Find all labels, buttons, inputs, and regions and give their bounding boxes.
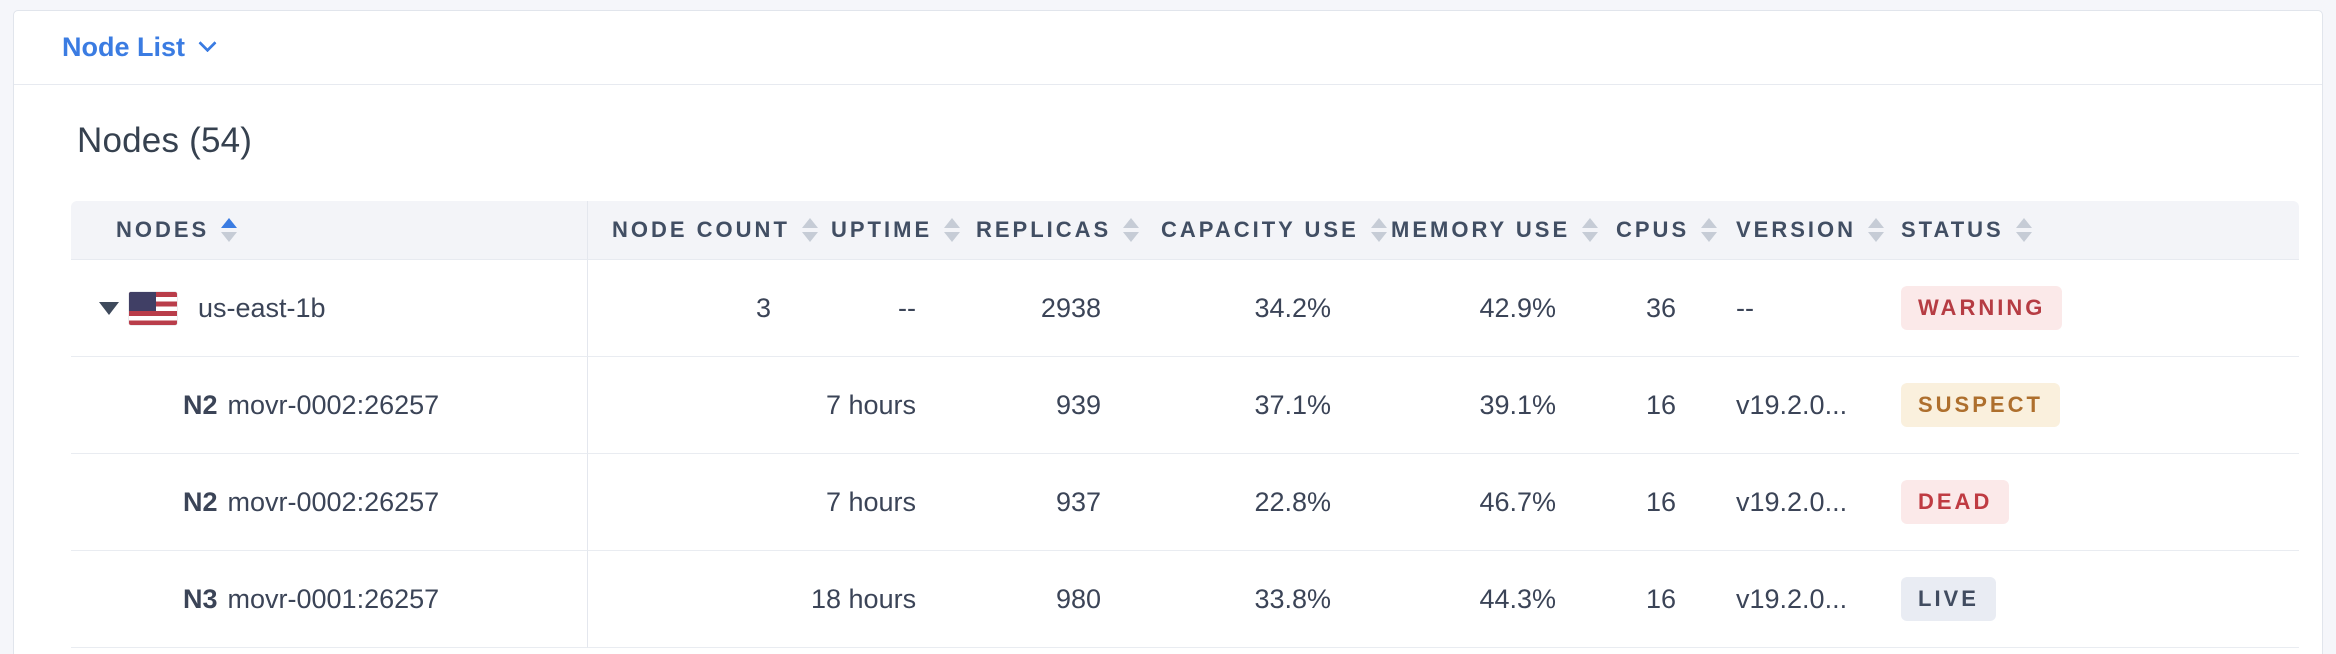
cell-version: -- xyxy=(1716,260,1891,357)
node-address: movr-0002:26257 xyxy=(227,486,440,517)
cell-capacity-use: 37.1% xyxy=(1141,357,1371,454)
cell-capacity-use: 33.8% xyxy=(1141,551,1371,648)
cell-uptime: -- xyxy=(811,260,956,357)
node-id: N2 xyxy=(183,389,218,420)
column-label: CAPACITY USE xyxy=(1161,217,1359,242)
column-header-cpus[interactable]: CPUS xyxy=(1596,201,1718,260)
table-header-row: NODES NODE COUNT UPTIME xyxy=(71,201,2299,260)
page-title: Nodes (54) xyxy=(77,121,253,160)
us-flag-icon xyxy=(129,291,177,325)
cell-version: v19.2.0... xyxy=(1716,357,1891,454)
cell-node-count: 3 xyxy=(588,260,811,357)
cell-cpus: 36 xyxy=(1596,260,1716,357)
node-list-card: Node List Nodes (54) NODES xyxy=(13,10,2323,654)
collapse-caret[interactable] xyxy=(89,301,129,315)
sort-icon xyxy=(1123,218,1140,242)
column-header-status[interactable]: STATUS xyxy=(1891,201,2299,260)
node-address: movr-0001:26257 xyxy=(227,583,440,614)
cell-memory-use: 44.3% xyxy=(1371,551,1596,648)
cell-capacity-use: 22.8% xyxy=(1141,454,1371,551)
column-label: NODES xyxy=(116,217,210,242)
sort-icon xyxy=(944,218,961,242)
node-row[interactable]: N3 movr-0001:26257 18 hours 980 33.8% 44… xyxy=(71,551,2299,648)
cell-memory-use: 42.9% xyxy=(1371,260,1596,357)
node-id: N3 xyxy=(183,583,218,614)
column-header-version[interactable]: VERSION xyxy=(1716,201,1891,260)
column-label: REPLICAS xyxy=(976,217,1112,242)
nodes-table: NODES NODE COUNT UPTIME xyxy=(71,201,2299,648)
content: Nodes (54) NODES NODE xyxy=(14,85,2322,648)
cell-uptime: 7 hours xyxy=(811,357,956,454)
cell-replicas: 980 xyxy=(956,551,1141,648)
sort-icon xyxy=(2015,218,2032,242)
column-label: CPUS xyxy=(1616,217,1690,242)
cell-memory-use: 46.7% xyxy=(1371,454,1596,551)
sort-icon xyxy=(1582,218,1599,242)
cell-capacity-use: 34.2% xyxy=(1141,260,1371,357)
cell-memory-use: 39.1% xyxy=(1371,357,1596,454)
column-header-replicas[interactable]: REPLICAS xyxy=(956,201,1141,260)
cell-node-count xyxy=(588,357,811,454)
cell-replicas: 939 xyxy=(956,357,1141,454)
column-header-memory-use[interactable]: MEMORY USE xyxy=(1371,201,1599,260)
cell-node-count xyxy=(588,551,811,648)
caret-down-icon xyxy=(99,301,119,315)
chevron-down-icon xyxy=(198,34,217,53)
cell-node-count xyxy=(588,454,811,551)
column-header-node-count[interactable]: NODE COUNT xyxy=(588,201,818,260)
region-row: us-east-1b 3 -- 2938 34.2% 42.9% 36 -- W… xyxy=(71,260,2299,357)
node-address: movr-0002:26257 xyxy=(227,389,440,420)
status-badge: WARNING xyxy=(1901,286,2063,330)
cell-cpus: 16 xyxy=(1596,454,1716,551)
column-header-uptime[interactable]: UPTIME xyxy=(811,201,961,260)
node-id: N2 xyxy=(183,486,218,517)
cell-uptime: 18 hours xyxy=(811,551,956,648)
node-row[interactable]: N2 movr-0002:26257 7 hours 939 37.1% 39.… xyxy=(71,357,2299,454)
cell-version: v19.2.0... xyxy=(1716,454,1891,551)
node-row[interactable]: N2 movr-0002:26257 7 hours 937 22.8% 46.… xyxy=(71,454,2299,551)
status-badge: LIVE xyxy=(1901,577,1996,621)
column-header-nodes[interactable]: NODES xyxy=(71,201,588,260)
topbar: Node List xyxy=(14,11,2322,85)
sort-icon xyxy=(1701,218,1718,242)
column-label: MEMORY USE xyxy=(1391,217,1571,242)
cell-uptime: 7 hours xyxy=(811,454,956,551)
region-name: us-east-1b xyxy=(198,292,326,323)
sort-icon xyxy=(801,218,818,242)
column-label: VERSION xyxy=(1736,217,1857,242)
sort-icon xyxy=(221,218,238,242)
sort-icon xyxy=(1370,218,1387,242)
cell-cpus: 16 xyxy=(1596,357,1716,454)
status-badge: SUSPECT xyxy=(1901,383,2060,427)
column-label: NODE COUNT xyxy=(612,217,790,242)
cell-replicas: 2938 xyxy=(956,260,1141,357)
sort-icon xyxy=(1868,218,1885,242)
view-selector-label: Node List xyxy=(62,32,186,62)
view-selector-dropdown[interactable]: Node List xyxy=(62,32,217,63)
cell-replicas: 937 xyxy=(956,454,1141,551)
column-label: UPTIME xyxy=(831,217,933,242)
status-badge: DEAD xyxy=(1901,480,2010,524)
cell-version: v19.2.0... xyxy=(1716,551,1891,648)
cell-cpus: 16 xyxy=(1596,551,1716,648)
column-header-capacity-use[interactable]: CAPACITY USE xyxy=(1141,201,1387,260)
column-label: STATUS xyxy=(1901,217,2004,242)
